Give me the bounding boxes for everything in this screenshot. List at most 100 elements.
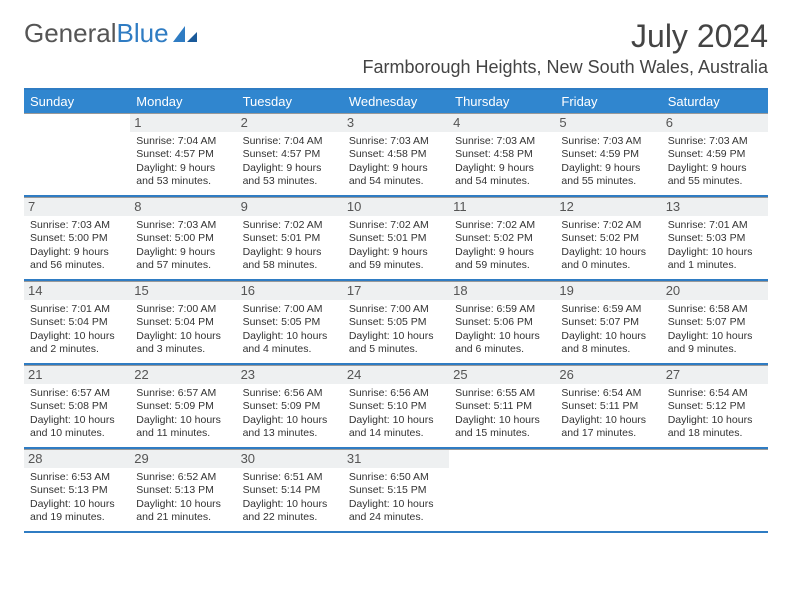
sunset-line: Sunset: 4:57 PM xyxy=(243,148,337,161)
sunset-line: Sunset: 4:57 PM xyxy=(136,148,230,161)
sunset-line: Sunset: 5:04 PM xyxy=(136,316,230,329)
daylight-line: Daylight: 9 hours and 53 minutes. xyxy=(243,162,337,188)
day-number: 31 xyxy=(343,450,449,468)
sunset-line: Sunset: 5:10 PM xyxy=(349,400,443,413)
sunrise-line: Sunrise: 7:00 AM xyxy=(349,303,443,316)
calendar-day: 5Sunrise: 7:03 AMSunset: 4:59 PMDaylight… xyxy=(555,114,661,195)
calendar-day: 26Sunrise: 6:54 AMSunset: 5:11 PMDayligh… xyxy=(555,366,661,447)
day-number: 8 xyxy=(130,198,236,216)
daylight-line: Daylight: 10 hours and 21 minutes. xyxy=(136,498,230,524)
day-number: 11 xyxy=(449,198,555,216)
day-number: 29 xyxy=(130,450,236,468)
daylight-line: Daylight: 9 hours and 53 minutes. xyxy=(136,162,230,188)
day-body: Sunrise: 6:51 AMSunset: 5:14 PMDaylight:… xyxy=(243,471,337,524)
sunset-line: Sunset: 5:05 PM xyxy=(243,316,337,329)
sunrise-line: Sunrise: 7:03 AM xyxy=(30,219,124,232)
dow-friday: Friday xyxy=(555,90,661,113)
sunrise-line: Sunrise: 6:54 AM xyxy=(561,387,655,400)
sunrise-line: Sunrise: 6:56 AM xyxy=(243,387,337,400)
sunrise-line: Sunrise: 7:03 AM xyxy=(455,135,549,148)
dow-tuesday: Tuesday xyxy=(237,90,343,113)
sunrise-line: Sunrise: 7:02 AM xyxy=(349,219,443,232)
daylight-line: Daylight: 9 hours and 58 minutes. xyxy=(243,246,337,272)
day-body: Sunrise: 6:57 AMSunset: 5:09 PMDaylight:… xyxy=(136,387,230,440)
daylight-line: Daylight: 9 hours and 54 minutes. xyxy=(455,162,549,188)
daylight-line: Daylight: 10 hours and 22 minutes. xyxy=(243,498,337,524)
daylight-line: Daylight: 9 hours and 55 minutes. xyxy=(668,162,762,188)
sunrise-line: Sunrise: 7:00 AM xyxy=(243,303,337,316)
day-body: Sunrise: 7:04 AMSunset: 4:57 PMDaylight:… xyxy=(243,135,337,188)
calendar-day: 11Sunrise: 7:02 AMSunset: 5:02 PMDayligh… xyxy=(449,198,555,279)
day-body: Sunrise: 6:52 AMSunset: 5:13 PMDaylight:… xyxy=(136,471,230,524)
day-body: Sunrise: 6:59 AMSunset: 5:07 PMDaylight:… xyxy=(561,303,655,356)
day-number: 2 xyxy=(237,114,343,132)
daylight-line: Daylight: 10 hours and 19 minutes. xyxy=(30,498,124,524)
day-body: Sunrise: 7:02 AMSunset: 5:02 PMDaylight:… xyxy=(561,219,655,272)
day-number: 26 xyxy=(555,366,661,384)
dow-row: Sunday Monday Tuesday Wednesday Thursday… xyxy=(24,90,768,113)
calendar-day: 28Sunrise: 6:53 AMSunset: 5:13 PMDayligh… xyxy=(24,450,130,531)
daylight-line: Daylight: 10 hours and 11 minutes. xyxy=(136,414,230,440)
day-number: 10 xyxy=(343,198,449,216)
sunrise-line: Sunrise: 6:57 AM xyxy=(30,387,124,400)
calendar-week: 14Sunrise: 7:01 AMSunset: 5:04 PMDayligh… xyxy=(24,281,768,365)
calendar-week: 28Sunrise: 6:53 AMSunset: 5:13 PMDayligh… xyxy=(24,449,768,533)
calendar-day: 3Sunrise: 7:03 AMSunset: 4:58 PMDaylight… xyxy=(343,114,449,195)
day-number: 12 xyxy=(555,198,661,216)
day-body: Sunrise: 7:03 AMSunset: 5:00 PMDaylight:… xyxy=(30,219,124,272)
sunset-line: Sunset: 5:06 PM xyxy=(455,316,549,329)
sunset-line: Sunset: 5:02 PM xyxy=(455,232,549,245)
sunrise-line: Sunrise: 7:03 AM xyxy=(561,135,655,148)
daylight-line: Daylight: 10 hours and 8 minutes. xyxy=(561,330,655,356)
sunrise-line: Sunrise: 7:01 AM xyxy=(668,219,762,232)
sunset-line: Sunset: 5:09 PM xyxy=(136,400,230,413)
sunset-line: Sunset: 5:11 PM xyxy=(455,400,549,413)
day-body: Sunrise: 6:56 AMSunset: 5:10 PMDaylight:… xyxy=(349,387,443,440)
day-number: 4 xyxy=(449,114,555,132)
day-number: 6 xyxy=(662,114,768,132)
sunrise-line: Sunrise: 7:02 AM xyxy=(243,219,337,232)
dow-monday: Monday xyxy=(130,90,236,113)
sunset-line: Sunset: 5:01 PM xyxy=(349,232,443,245)
day-number: 13 xyxy=(662,198,768,216)
day-body: Sunrise: 7:02 AMSunset: 5:01 PMDaylight:… xyxy=(243,219,337,272)
sunrise-line: Sunrise: 6:53 AM xyxy=(30,471,124,484)
calendar-week: 21Sunrise: 6:57 AMSunset: 5:08 PMDayligh… xyxy=(24,365,768,449)
daylight-line: Daylight: 9 hours and 57 minutes. xyxy=(136,246,230,272)
day-number: 25 xyxy=(449,366,555,384)
day-body: Sunrise: 6:53 AMSunset: 5:13 PMDaylight:… xyxy=(30,471,124,524)
sunset-line: Sunset: 4:59 PM xyxy=(561,148,655,161)
sunset-line: Sunset: 5:14 PM xyxy=(243,484,337,497)
sunrise-line: Sunrise: 7:03 AM xyxy=(136,219,230,232)
daylight-line: Daylight: 9 hours and 54 minutes. xyxy=(349,162,443,188)
day-number: 18 xyxy=(449,282,555,300)
daylight-line: Daylight: 10 hours and 4 minutes. xyxy=(243,330,337,356)
sail-icon xyxy=(171,24,199,44)
logo: GeneralBlue xyxy=(24,18,199,49)
sunset-line: Sunset: 4:58 PM xyxy=(349,148,443,161)
calendar-day: 10Sunrise: 7:02 AMSunset: 5:01 PMDayligh… xyxy=(343,198,449,279)
dow-sunday: Sunday xyxy=(24,90,130,113)
day-body: Sunrise: 7:03 AMSunset: 4:58 PMDaylight:… xyxy=(349,135,443,188)
daylight-line: Daylight: 10 hours and 1 minutes. xyxy=(668,246,762,272)
day-number: 21 xyxy=(24,366,130,384)
calendar-day: 2 Sunrise: 7:04 AMSunset: 4:57 PMDaylight… xyxy=(237,114,343,195)
calendar-day: 15Sunrise: 7:00 AMSunset: 5:04 PMDayligh… xyxy=(130,282,236,363)
sunrise-line: Sunrise: 6:57 AM xyxy=(136,387,230,400)
logo-text: GeneralBlue xyxy=(24,18,169,49)
sunrise-line: Sunrise: 7:00 AM xyxy=(136,303,230,316)
sunrise-line: Sunrise: 6:54 AM xyxy=(668,387,762,400)
dow-thursday: Thursday xyxy=(449,90,555,113)
day-number: 30 xyxy=(237,450,343,468)
calendar-day: 12 Sunrise: 7:02 AMSunset: 5:02 PMDayligh… xyxy=(555,198,661,279)
daylight-line: Daylight: 9 hours and 56 minutes. xyxy=(30,246,124,272)
day-number: 15 xyxy=(130,282,236,300)
calendar-day xyxy=(662,450,768,531)
weeks-container: 1Sunrise: 7:04 AMSunset: 4:57 PMDaylight… xyxy=(24,113,768,533)
sunset-line: Sunset: 5:11 PM xyxy=(561,400,655,413)
day-number: 9 xyxy=(237,198,343,216)
day-number: 7 xyxy=(24,198,130,216)
location-subtitle: Farmborough Heights, New South Wales, Au… xyxy=(362,57,768,78)
day-number: 23 xyxy=(237,366,343,384)
calendar-day: 6Sunrise: 7:03 AMSunset: 4:59 PMDaylight… xyxy=(662,114,768,195)
